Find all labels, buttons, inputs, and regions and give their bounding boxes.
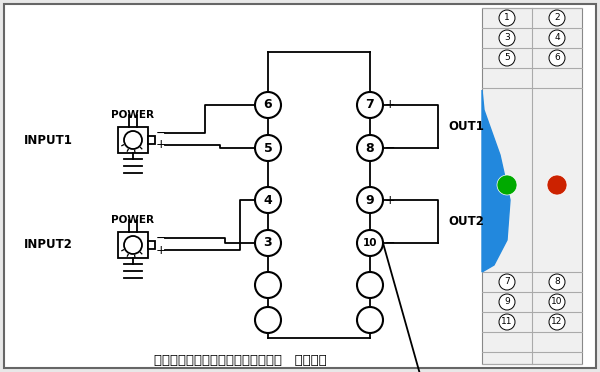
Text: −: − [156, 126, 167, 140]
Circle shape [549, 274, 565, 290]
Text: OUT2: OUT2 [448, 215, 484, 228]
Text: 9: 9 [504, 298, 510, 307]
Bar [118, 232, 148, 258]
Text: −: − [385, 237, 395, 250]
Circle shape [499, 294, 515, 310]
Circle shape [499, 314, 515, 330]
Polygon shape [482, 90, 510, 272]
Circle shape [255, 135, 281, 161]
Circle shape [255, 92, 281, 118]
Text: 2: 2 [554, 13, 560, 22]
Text: 9: 9 [365, 193, 374, 206]
Circle shape [549, 314, 565, 330]
Circle shape [499, 30, 515, 46]
Circle shape [124, 236, 142, 254]
Circle shape [357, 307, 383, 333]
Text: −: − [156, 231, 167, 244]
Text: OUT1: OUT1 [448, 120, 484, 133]
Circle shape [357, 272, 383, 298]
Text: 1: 1 [504, 13, 510, 22]
Circle shape [499, 50, 515, 66]
Text: INPUT2: INPUT2 [24, 238, 73, 251]
Text: POWER: POWER [112, 110, 155, 120]
Circle shape [497, 175, 517, 195]
Bar [148, 241, 155, 249]
Circle shape [547, 175, 567, 195]
Text: +: + [156, 244, 167, 257]
Text: 4: 4 [263, 193, 272, 206]
Text: 10: 10 [551, 298, 563, 307]
Text: 5: 5 [263, 141, 272, 154]
Circle shape [549, 50, 565, 66]
Text: 12: 12 [551, 317, 563, 327]
Text: 3: 3 [504, 33, 510, 42]
Text: 8: 8 [554, 278, 560, 286]
Circle shape [124, 131, 142, 149]
Text: 3: 3 [263, 237, 272, 250]
Circle shape [357, 187, 383, 213]
Text: 7: 7 [365, 99, 374, 112]
Circle shape [255, 272, 281, 298]
Bar [148, 136, 155, 144]
Text: +: + [385, 99, 395, 112]
Circle shape [549, 294, 565, 310]
Text: 6: 6 [554, 54, 560, 62]
Circle shape [255, 230, 281, 256]
Text: +: + [385, 193, 395, 206]
Circle shape [255, 187, 281, 213]
Text: 11: 11 [501, 317, 513, 327]
Circle shape [357, 135, 383, 161]
Text: 无源信号隔离器（输入侧获取能量）   二入二出: 无源信号隔离器（输入侧获取能量） 二入二出 [154, 353, 326, 366]
Circle shape [499, 10, 515, 26]
Circle shape [255, 307, 281, 333]
Text: 10: 10 [363, 238, 377, 248]
Bar [482, 8, 582, 364]
Text: 8: 8 [365, 141, 374, 154]
Circle shape [357, 92, 383, 118]
Circle shape [549, 10, 565, 26]
Text: POWER: POWER [112, 215, 155, 225]
Circle shape [357, 230, 383, 256]
Text: 6: 6 [263, 99, 272, 112]
Text: +: + [156, 138, 167, 151]
Text: 4: 4 [554, 33, 560, 42]
Text: INPUT1: INPUT1 [24, 134, 73, 147]
Text: −: − [385, 141, 395, 154]
Text: 7: 7 [504, 278, 510, 286]
Bar [118, 127, 148, 153]
Circle shape [499, 274, 515, 290]
Text: 5: 5 [504, 54, 510, 62]
Circle shape [549, 30, 565, 46]
